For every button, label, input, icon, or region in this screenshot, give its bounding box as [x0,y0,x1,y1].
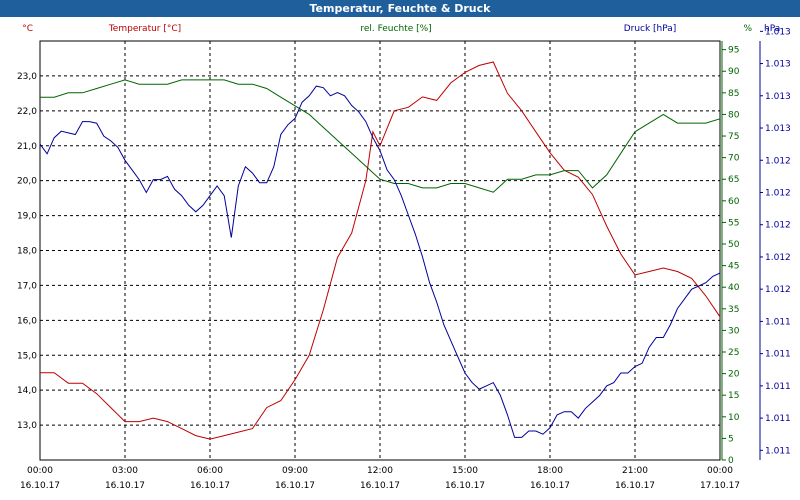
pressure-tick-label: 1.012 [765,253,791,263]
x-tick-date: 16.10.17 [530,481,570,491]
humidity-tick-label: 75 [728,132,739,142]
pressure-unit-label: hPa [764,24,780,34]
humidity-tick-label: 0 [728,456,734,466]
chart-title: Temperatur, Feuchte & Druck [309,2,491,15]
temperature-tick-label: 14,0 [17,386,37,396]
temperature-tick-label: 15,0 [17,351,37,361]
humidity-tick-label: 85 [728,89,739,99]
humidity-tick-label: 80 [728,110,740,120]
legend: °C% hPa Temperatur [°C] rel. Feuchte [%] Dru… [22,24,780,34]
legend-humidity: rel. Feuchte [%] [360,24,431,34]
temperature-tick-label: 18,0 [17,247,37,257]
x-tick-time: 21:00 [622,466,648,476]
pressure-tick-label: 1.011 [765,350,791,360]
pressure-tick-label: 1.012 [765,188,791,198]
series-layer [39,61,721,440]
x-tick-time: 18:00 [537,466,563,476]
x-tick-time: 03:00 [112,466,138,476]
temperature-tick-label: 16,0 [17,316,37,326]
axes: 13,0 14,0 15,0 16,0 17,0 18,0 19,0 20,0 21,0 22,0… [17,27,791,491]
x-tick-date: 16.10.17 [275,481,315,491]
legend-temperature: Temperatur [°C] [108,24,181,34]
humidity-tick-label: 70 [728,154,740,164]
x-tick-date: 16.10.17 [615,481,655,491]
x-tick-date: 16.10.17 [105,481,145,491]
humidity-tick-label: 5 [728,434,734,444]
humidity-tick-label: 45 [728,262,739,272]
x-tick-time: 12:00 [367,466,393,476]
x-tick-date: 16.10.17 [360,481,400,491]
temperature-tick-label: 19,0 [17,212,37,222]
x-tick-date: 16.10.17 [20,481,60,491]
pressure-tick-label: 1.013 [765,92,791,102]
pressure-tick-label: 1.011 [765,317,791,327]
temperature-tick-label: 22,0 [17,107,37,117]
chart-canvas: 13,0 14,0 15,0 16,0 17,0 18,0 19,0 20,0 21,0 22,0… [17,24,791,491]
pressure-tick-label: 1.011 [765,446,791,456]
humidity-tick-label: 20 [728,370,740,380]
humidity-unit-label: % [743,24,752,34]
x-tick-date: 16.10.17 [190,481,230,491]
temperature-tick-label: 13,0 [17,421,37,431]
humidity-tick-label: 50 [728,240,740,250]
pressure-tick-label: 1.013 [765,124,791,134]
humidity-tick-label: 30 [728,326,740,336]
plot-frame [39,40,721,461]
x-tick-date: 16.10.17 [445,481,485,491]
x-tick-time: 00:00 [27,466,53,476]
humidity-tick-label: 95 [728,46,739,56]
pressure-tick-label: 1.011 [765,382,791,392]
temperature-series-line [40,61,721,440]
humidity-tick-label: 15 [728,391,739,401]
humidity-tick-label: 90 [728,67,740,77]
x-tick-time: 15:00 [452,466,478,476]
x-tick-time: 09:00 [282,466,308,476]
humidity-tick-label: 55 [728,218,739,228]
grid-lines [40,41,720,460]
pressure-tick-label: 1.012 [765,221,791,231]
pressure-tick-label: 1.012 [765,156,791,166]
x-tick-time: 00:00 [707,466,733,476]
humidity-tick-label: 25 [728,348,739,358]
humidity-tick-label: 65 [728,175,739,185]
pressure-tick-label: 1.012 [765,285,791,295]
temperature-tick-label: 21,0 [17,142,37,152]
humidity-tick-label: 10 [728,413,740,423]
pressure-tick-label: 1.013 [765,27,791,37]
temperature-tick-label: 20,0 [17,177,37,187]
temperature-unit-label: °C [22,24,33,34]
pressure-tick-label: 1.011 [765,414,791,424]
humidity-tick-label: 35 [728,305,739,315]
x-tick-time: 06:00 [197,466,223,476]
humidity-tick-label: 40 [728,283,740,293]
temperature-tick-label: 23,0 [17,72,37,82]
x-tick-date: 17.10.17 [700,481,740,491]
humidity-series-line [40,79,721,193]
pressure-tick-label: 1.013 [765,60,791,70]
temperature-tick-label: 17,0 [17,281,37,291]
humidity-tick-label: 60 [728,197,740,207]
chart-title-bar: Temperatur, Feuchte & Druck [0,0,800,17]
pressure-series-line [39,85,721,438]
legend-pressure: Druck [hPa] [624,24,677,34]
